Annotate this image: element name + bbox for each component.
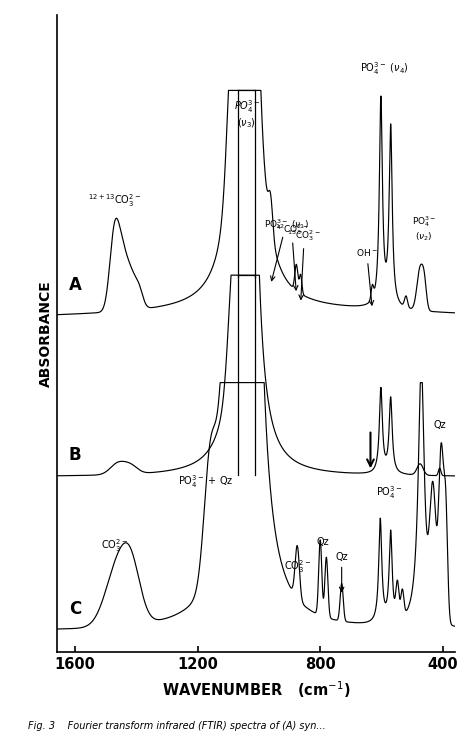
Text: PO$_4^{3-}$ $(\nu_1)$: PO$_4^{3-}$ $(\nu_1)$ (264, 217, 309, 281)
Text: Qz: Qz (434, 420, 447, 430)
Text: B: B (69, 446, 82, 464)
Text: Qz: Qz (317, 537, 329, 547)
Text: Fig. 3    Fourier transform infrared (FTIR) spectra of (A) syn...: Fig. 3 Fourier transform infrared (FTIR)… (28, 721, 326, 732)
Text: PO$_4^{3-}$ $(\nu_4)$: PO$_4^{3-}$ $(\nu_4)$ (360, 60, 409, 77)
X-axis label: WAVENUMBER   (cm$^{-1}$): WAVENUMBER (cm$^{-1}$) (162, 679, 350, 700)
Text: PO$_4^{3-}$: PO$_4^{3-}$ (376, 485, 402, 501)
Text: C: C (69, 600, 82, 618)
Text: $^{12+13}$CO$_3^{2-}$: $^{12+13}$CO$_3^{2-}$ (88, 192, 142, 209)
Text: A: A (69, 276, 82, 294)
Text: CO$_3^{2-}$: CO$_3^{2-}$ (283, 558, 311, 575)
Text: $^{12}$CO$_3^{2-}$: $^{12}$CO$_3^{2-}$ (275, 223, 309, 290)
Y-axis label: ABSORBANCE: ABSORBANCE (39, 280, 53, 387)
Text: PO$_4^{3-}$
$(\nu_3)$: PO$_4^{3-}$ $(\nu_3)$ (234, 98, 260, 130)
Text: Qz: Qz (336, 552, 348, 592)
Text: OH$^-$: OH$^-$ (356, 247, 378, 305)
Text: CO$_3^{2-}$: CO$_3^{2-}$ (101, 537, 128, 554)
Text: PO$_4^{3-}$
$(\nu_2)$: PO$_4^{3-}$ $(\nu_2)$ (411, 214, 436, 243)
Text: $^{13}$CO$_3^{2-}$: $^{13}$CO$_3^{2-}$ (287, 228, 321, 299)
Text: PO$_4^{3-}$ + Qz: PO$_4^{3-}$ + Qz (178, 474, 233, 490)
